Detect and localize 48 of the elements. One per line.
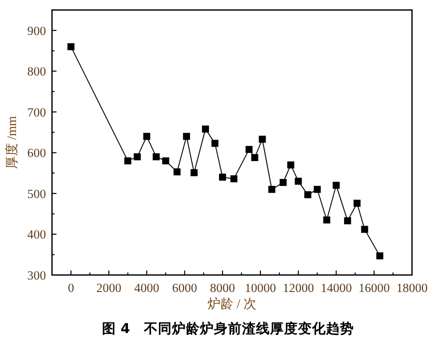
point [152, 153, 160, 160]
point [354, 200, 361, 207]
y-tick-label: 500 [27, 186, 46, 201]
point [211, 140, 218, 147]
point [323, 216, 330, 224]
x-tick-label: 16000 [358, 281, 390, 295]
point [174, 168, 181, 176]
y-tick-label: 300 [27, 268, 46, 282]
y-tick-label: 700 [27, 105, 46, 120]
point [230, 175, 238, 182]
y-tick-label: 800 [27, 64, 46, 79]
point [124, 157, 132, 164]
point [314, 186, 321, 193]
x-tick-label: 6000 [172, 281, 198, 295]
point [202, 126, 209, 133]
x-tick-label: 18000 [396, 281, 428, 295]
point [143, 132, 150, 140]
point [67, 43, 74, 50]
point [258, 136, 266, 143]
x-tick-label: 10000 [244, 281, 276, 295]
x-tick-label: 14000 [320, 281, 352, 295]
point [246, 146, 253, 153]
point [190, 169, 198, 176]
point [280, 178, 287, 186]
point [332, 182, 340, 189]
point [183, 132, 190, 140]
x-tick-label: 8000 [210, 281, 236, 295]
x-tick-label: 12000 [282, 281, 314, 295]
x-tick-label: 4000 [134, 281, 160, 295]
x-axis-title: 炉龄 / 次 [207, 296, 257, 311]
point [251, 154, 258, 162]
point [287, 161, 294, 168]
text: 图 4 不同炉龄炉身前渣线厚度变化趋势 [102, 320, 354, 337]
point [344, 217, 352, 224]
point [304, 191, 312, 198]
y-tick-label: 600 [27, 146, 46, 160]
point [134, 153, 141, 160]
x-tick-label: 2000 [96, 281, 122, 295]
y-tick-label: 400 [27, 228, 46, 242]
point [376, 252, 384, 260]
x-tick-label: 0 [68, 281, 74, 295]
point [268, 186, 276, 193]
point [294, 178, 302, 185]
y-axis-title: 厚度 /mm [4, 116, 19, 170]
y-tick-label: 900 [27, 24, 46, 38]
point [162, 157, 170, 164]
point [219, 174, 226, 181]
point [361, 226, 368, 233]
